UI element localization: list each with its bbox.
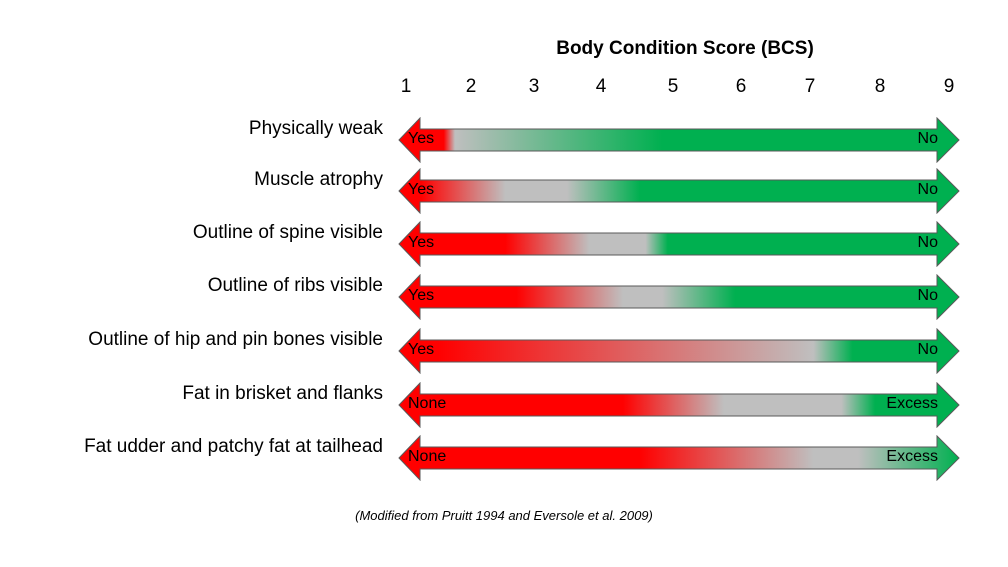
bcs-tick-4: 4 <box>595 76 607 97</box>
double-arrow-icon <box>398 221 960 267</box>
double-arrow-scale: None Excess <box>398 435 960 481</box>
double-arrow-icon <box>398 382 960 428</box>
right-end-label: No <box>917 341 938 358</box>
bcs-tick-2: 2 <box>465 76 477 97</box>
criterion-label: Outline of spine visible <box>192 222 383 243</box>
bcs-tick-7: 7 <box>804 76 816 97</box>
criterion-label: Fat in brisket and flanks <box>182 383 383 404</box>
double-arrow-icon <box>398 435 960 481</box>
bcs-tick-6: 6 <box>735 76 747 97</box>
criterion-label: Muscle atrophy <box>254 169 383 190</box>
criterion-label: Physically weak <box>248 118 383 139</box>
double-arrow-icon <box>398 328 960 374</box>
double-arrow-scale: None Excess <box>398 382 960 428</box>
source-credit: (Modified from Pruitt 1994 and Eversole … <box>355 508 653 523</box>
right-end-label: No <box>917 181 938 198</box>
chart-title: Body Condition Score (BCS) <box>556 38 814 59</box>
right-end-label: No <box>917 234 938 251</box>
double-arrow-scale: Yes No <box>398 221 960 267</box>
bcs-tick-1: 1 <box>400 76 412 97</box>
left-end-label: Yes <box>408 130 435 147</box>
double-arrow-scale: Yes No <box>398 117 960 163</box>
double-arrow-scale: Yes No <box>398 168 960 214</box>
bcs-tick-9: 9 <box>943 76 955 97</box>
right-end-label: No <box>917 287 938 304</box>
left-end-label: Yes <box>408 234 435 251</box>
double-arrow-scale: Yes No <box>398 328 960 374</box>
criterion-label: Fat udder and patchy fat at tailhead <box>84 436 383 457</box>
criterion-label: Outline of hip and pin bones visible <box>88 329 383 350</box>
left-end-label: Yes <box>408 341 435 358</box>
double-arrow-scale: Yes No <box>398 274 960 320</box>
left-end-label: Yes <box>408 181 435 198</box>
right-end-label: Excess <box>886 448 938 465</box>
left-end-label: Yes <box>408 287 435 304</box>
bcs-tick-5: 5 <box>667 76 679 97</box>
bcs-tick-3: 3 <box>528 76 540 97</box>
double-arrow-icon <box>398 117 960 163</box>
criterion-label: Outline of ribs visible <box>207 275 383 296</box>
double-arrow-icon <box>398 274 960 320</box>
right-end-label: Excess <box>886 395 938 412</box>
left-end-label: None <box>408 395 447 412</box>
left-end-label: None <box>408 448 447 465</box>
double-arrow-icon <box>398 168 960 214</box>
bcs-tick-8: 8 <box>874 76 886 97</box>
right-end-label: No <box>917 130 938 147</box>
